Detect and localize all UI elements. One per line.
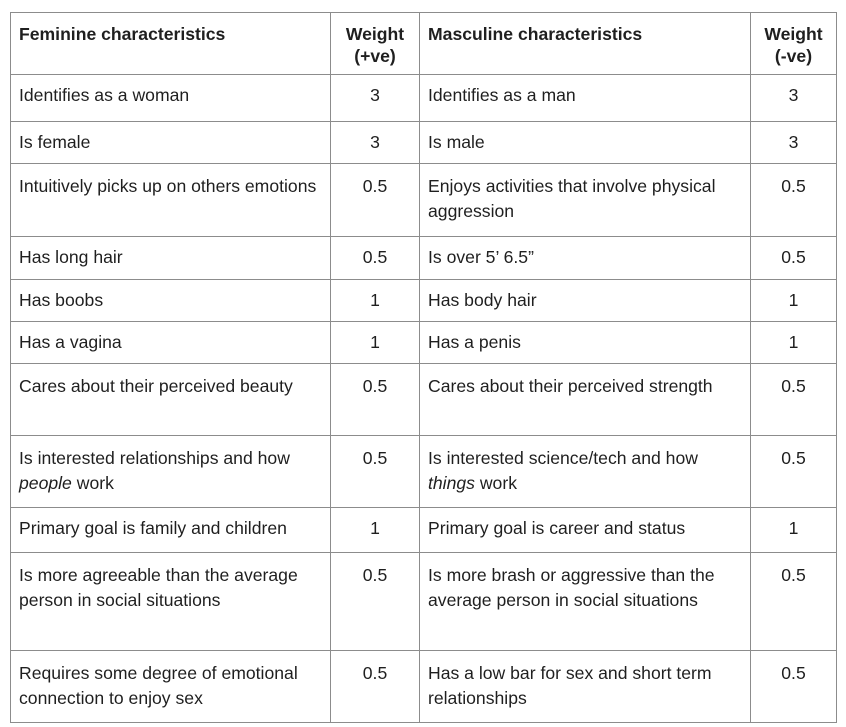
masculine-cell: Has a low bar for sex and short term rel… <box>419 650 751 723</box>
weight-negative-cell: 1 <box>750 321 837 364</box>
table-row: Intuitively picks up on others emotions … <box>10 163 837 237</box>
header-weight-negative: Weight (-ve) <box>750 12 837 75</box>
weight-positive-cell: 3 <box>330 74 420 122</box>
masculine-cell: Identifies as a man <box>419 74 751 122</box>
table-row: Is more agreeable than the average perso… <box>10 552 837 651</box>
masculine-cell: Is interested science/tech and how thing… <box>419 435 751 508</box>
masculine-cell: Enjoys activities that involve physical … <box>419 163 751 237</box>
feminine-cell-text-before: Is interested relationships and how <box>19 448 290 468</box>
weight-positive-cell: 0.5 <box>330 236 420 280</box>
weight-positive-cell: 1 <box>330 321 420 364</box>
characteristics-table-container: Feminine characteristics Weight (+ve) Ma… <box>10 12 837 723</box>
weight-negative-cell: 1 <box>750 507 837 553</box>
weight-positive-cell: 0.5 <box>330 435 420 508</box>
header-masculine: Masculine characteristics <box>419 12 751 75</box>
masculine-cell-emphasis: things <box>428 473 475 493</box>
weight-positive-cell: 3 <box>330 121 420 164</box>
feminine-cell: Has boobs <box>10 279 331 322</box>
weight-negative-cell: 0.5 <box>750 435 837 508</box>
weight-negative-cell: 0.5 <box>750 236 837 280</box>
weight-negative-cell: 3 <box>750 74 837 122</box>
feminine-cell: Cares about their perceived beauty <box>10 363 331 436</box>
weight-positive-cell: 1 <box>330 507 420 553</box>
weight-negative-cell: 0.5 <box>750 163 837 237</box>
feminine-cell: Requires some degree of emotional connec… <box>10 650 331 723</box>
masculine-cell: Has a penis <box>419 321 751 364</box>
masculine-cell-text-before: Is interested science/tech and how <box>428 448 698 468</box>
table-row: Is female 3 Is male 3 <box>10 121 837 164</box>
table-row: Primary goal is family and children 1 Pr… <box>10 507 837 553</box>
masculine-cell: Is more brash or aggressive than the ave… <box>419 552 751 651</box>
feminine-cell: Identifies as a woman <box>10 74 331 122</box>
table-row: Identifies as a woman 3 Identifies as a … <box>10 74 837 122</box>
weight-negative-cell: 0.5 <box>750 363 837 436</box>
masculine-cell: Primary goal is career and status <box>419 507 751 553</box>
feminine-cell: Is more agreeable than the average perso… <box>10 552 331 651</box>
feminine-cell-emphasis: people <box>19 473 72 493</box>
feminine-cell: Is female <box>10 121 331 164</box>
table-row: Has a vagina 1 Has a penis 1 <box>10 321 837 364</box>
feminine-cell-text-after: work <box>76 473 114 493</box>
table-header-row: Feminine characteristics Weight (+ve) Ma… <box>10 12 837 75</box>
weight-positive-cell: 1 <box>330 279 420 322</box>
feminine-cell: Has a vagina <box>10 321 331 364</box>
weight-negative-cell: 0.5 <box>750 552 837 651</box>
feminine-cell: Primary goal is family and children <box>10 507 331 553</box>
table-row: Has boobs 1 Has body hair 1 <box>10 279 837 322</box>
feminine-cell: Is interested relationships and how peop… <box>10 435 331 508</box>
header-feminine: Feminine characteristics <box>10 12 331 75</box>
weight-positive-cell: 0.5 <box>330 552 420 651</box>
table-row: Requires some degree of emotional connec… <box>10 650 837 723</box>
table-row: Cares about their perceived beauty 0.5 C… <box>10 363 837 436</box>
masculine-cell: Is male <box>419 121 751 164</box>
weight-positive-cell: 0.5 <box>330 650 420 723</box>
weight-positive-cell: 0.5 <box>330 363 420 436</box>
masculine-cell: Has body hair <box>419 279 751 322</box>
feminine-cell: Has long hair <box>10 236 331 280</box>
feminine-cell: Intuitively picks up on others emotions <box>10 163 331 237</box>
weight-negative-cell: 1 <box>750 279 837 322</box>
header-weight-positive: Weight (+ve) <box>330 12 420 75</box>
masculine-cell: Is over 5’ 6.5” <box>419 236 751 280</box>
table-row: Has long hair 0.5 Is over 5’ 6.5” 0.5 <box>10 236 837 280</box>
masculine-cell-text-after: work <box>479 473 517 493</box>
characteristics-table: Feminine characteristics Weight (+ve) Ma… <box>10 12 837 723</box>
masculine-cell: Cares about their perceived strength <box>419 363 751 436</box>
weight-negative-cell: 3 <box>750 121 837 164</box>
weight-positive-cell: 0.5 <box>330 163 420 237</box>
weight-negative-cell: 0.5 <box>750 650 837 723</box>
table-row: Is interested relationships and how peop… <box>10 435 837 508</box>
